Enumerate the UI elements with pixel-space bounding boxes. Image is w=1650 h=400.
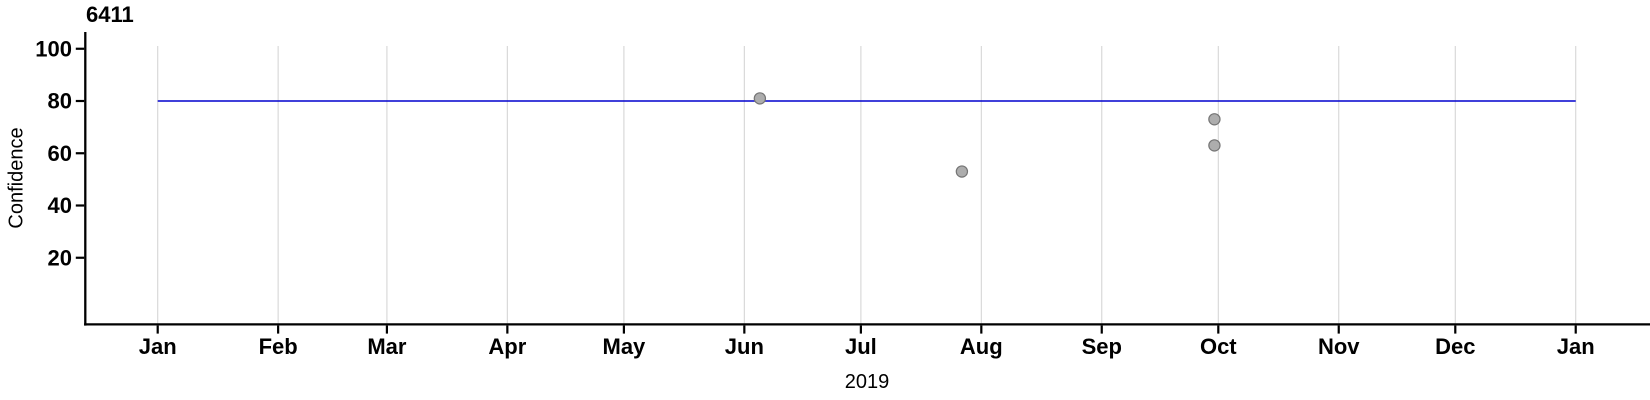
x-tick-label: Sep — [1082, 334, 1122, 359]
x-tick-label: Mar — [367, 334, 407, 359]
y-tick-label: 80 — [48, 89, 72, 114]
data-point — [1208, 139, 1221, 152]
data-point — [753, 92, 767, 105]
x-tick-label: Dec — [1435, 334, 1475, 359]
x-tick-label: Jun — [725, 334, 764, 359]
data-point — [955, 165, 969, 178]
x-tick-label: Apr — [488, 334, 526, 359]
x-tick-label: Aug — [960, 334, 1003, 359]
x-tick-label: May — [603, 334, 647, 359]
y-axis-title: Confidence — [5, 127, 28, 229]
data-point — [1208, 113, 1221, 126]
chart-title: 6411 — [86, 2, 134, 27]
x-tick-label: Oct — [1200, 334, 1237, 359]
x-tick-label: Nov — [1318, 334, 1360, 359]
y-tick-label: 20 — [48, 245, 72, 270]
y-tick-label: 100 — [35, 36, 72, 61]
x-axis-year-label: 2019 — [844, 371, 890, 393]
x-tick-label: Jul — [845, 334, 877, 359]
x-tick-label: Jan — [139, 334, 177, 359]
y-tick-label: 40 — [48, 193, 72, 218]
x-tick-label: Feb — [259, 334, 298, 359]
y-tick-label: 60 — [48, 141, 72, 166]
x-tick-label: Jan — [1557, 334, 1595, 359]
